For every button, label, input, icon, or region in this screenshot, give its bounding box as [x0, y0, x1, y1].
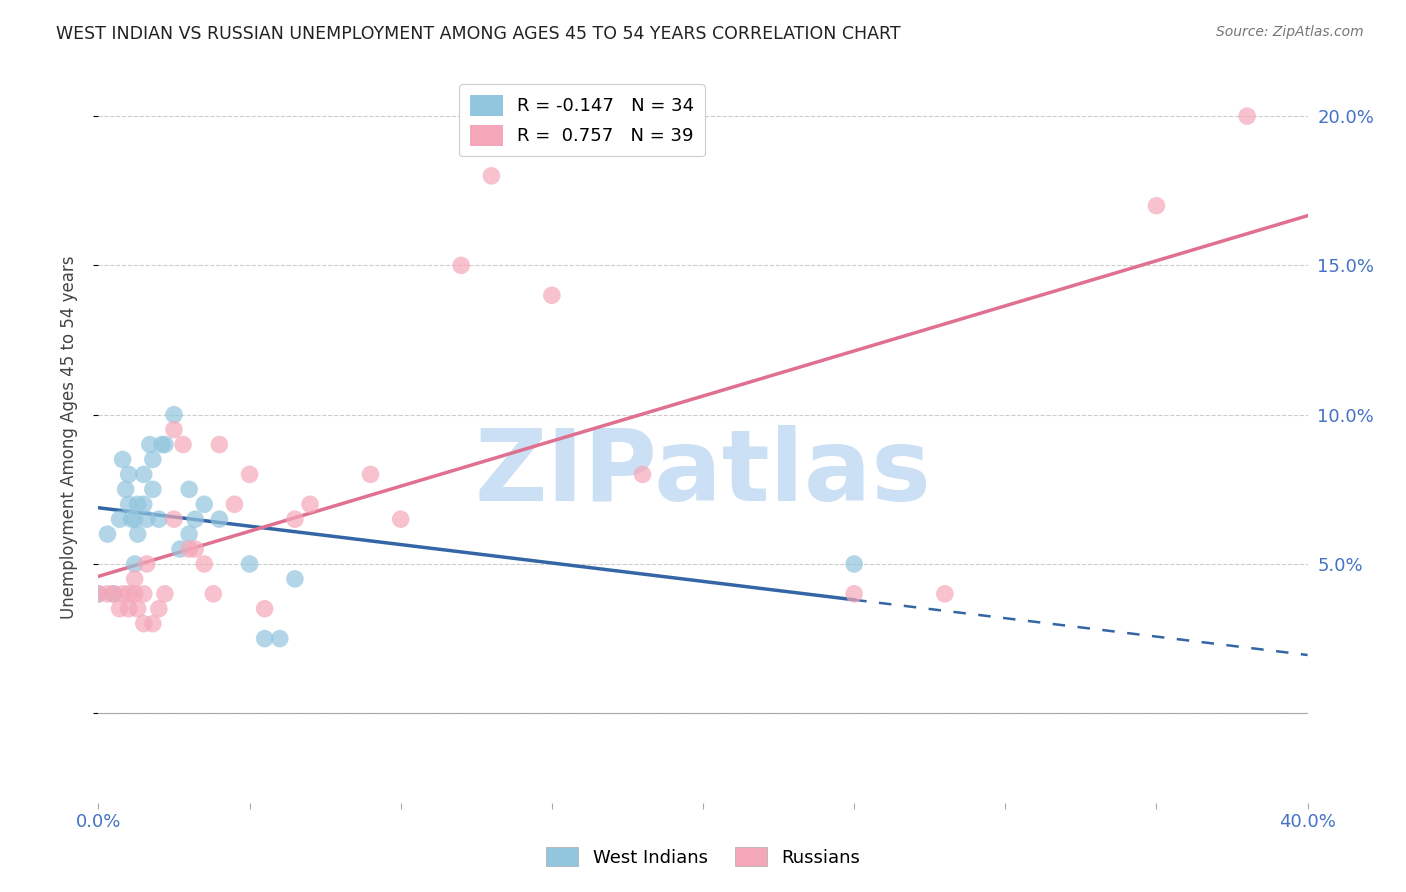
Point [1236, 109, 1258, 123]
Point [239, 467, 262, 482]
Point [163, 423, 186, 437]
Point [142, 483, 165, 497]
Point [169, 542, 191, 557]
Point [934, 587, 956, 601]
Point [114, 483, 136, 497]
Point [108, 601, 131, 615]
Point [153, 437, 176, 451]
Point [844, 557, 866, 571]
Y-axis label: Unemployment Among Ages 45 to 54 years: Unemployment Among Ages 45 to 54 years [59, 255, 77, 619]
Point [179, 483, 201, 497]
Point [124, 572, 146, 586]
Text: WEST INDIAN VS RUSSIAN UNEMPLOYMENT AMONG AGES 45 TO 54 YEARS CORRELATION CHART: WEST INDIAN VS RUSSIAN UNEMPLOYMENT AMON… [56, 25, 901, 43]
Point [208, 437, 231, 451]
Point [450, 259, 472, 273]
Point [148, 601, 170, 615]
Legend: R = -0.147   N = 34, R =  0.757   N = 39: R = -0.147 N = 34, R = 0.757 N = 39 [460, 84, 704, 156]
Point [179, 542, 201, 557]
Point [132, 497, 155, 511]
Point [132, 467, 155, 482]
Point [135, 557, 157, 571]
Point [184, 542, 207, 557]
Point [118, 587, 141, 601]
Point [132, 616, 155, 631]
Point [121, 512, 143, 526]
Point [96, 527, 118, 541]
Point [124, 587, 146, 601]
Point [108, 512, 131, 526]
Point [127, 497, 149, 511]
Point [96, 587, 118, 601]
Point [118, 497, 141, 511]
Point [150, 437, 173, 451]
Point [132, 587, 155, 601]
Point [184, 512, 207, 526]
Point [111, 587, 134, 601]
Point [124, 557, 146, 571]
Point [153, 587, 176, 601]
Point [111, 452, 134, 467]
Point [269, 632, 291, 646]
Text: Source: ZipAtlas.com: Source: ZipAtlas.com [1216, 25, 1364, 39]
Point [389, 512, 412, 526]
Point [193, 557, 215, 571]
Point [284, 572, 307, 586]
Point [239, 557, 262, 571]
Point [163, 408, 186, 422]
Point [87, 587, 110, 601]
Point [142, 452, 165, 467]
Point [253, 601, 276, 615]
Point [284, 512, 307, 526]
Point [139, 437, 162, 451]
Point [135, 512, 157, 526]
Point [299, 497, 322, 511]
Point [202, 587, 225, 601]
Point [481, 169, 503, 183]
Point [172, 437, 194, 451]
Point [127, 527, 149, 541]
Point [360, 467, 382, 482]
Point [163, 512, 186, 526]
Point [87, 587, 110, 601]
Point [540, 288, 562, 302]
Point [179, 527, 201, 541]
Point [844, 587, 866, 601]
Point [253, 632, 276, 646]
Point [118, 467, 141, 482]
Point [148, 512, 170, 526]
Point [142, 616, 165, 631]
Point [124, 512, 146, 526]
Point [118, 601, 141, 615]
Point [208, 512, 231, 526]
Point [193, 497, 215, 511]
Point [1144, 199, 1167, 213]
Point [103, 587, 125, 601]
Point [127, 601, 149, 615]
Legend: West Indians, Russians: West Indians, Russians [538, 840, 868, 874]
Point [103, 587, 125, 601]
Point [631, 467, 654, 482]
Point [224, 497, 246, 511]
Text: ZIPatlas: ZIPatlas [475, 425, 931, 522]
